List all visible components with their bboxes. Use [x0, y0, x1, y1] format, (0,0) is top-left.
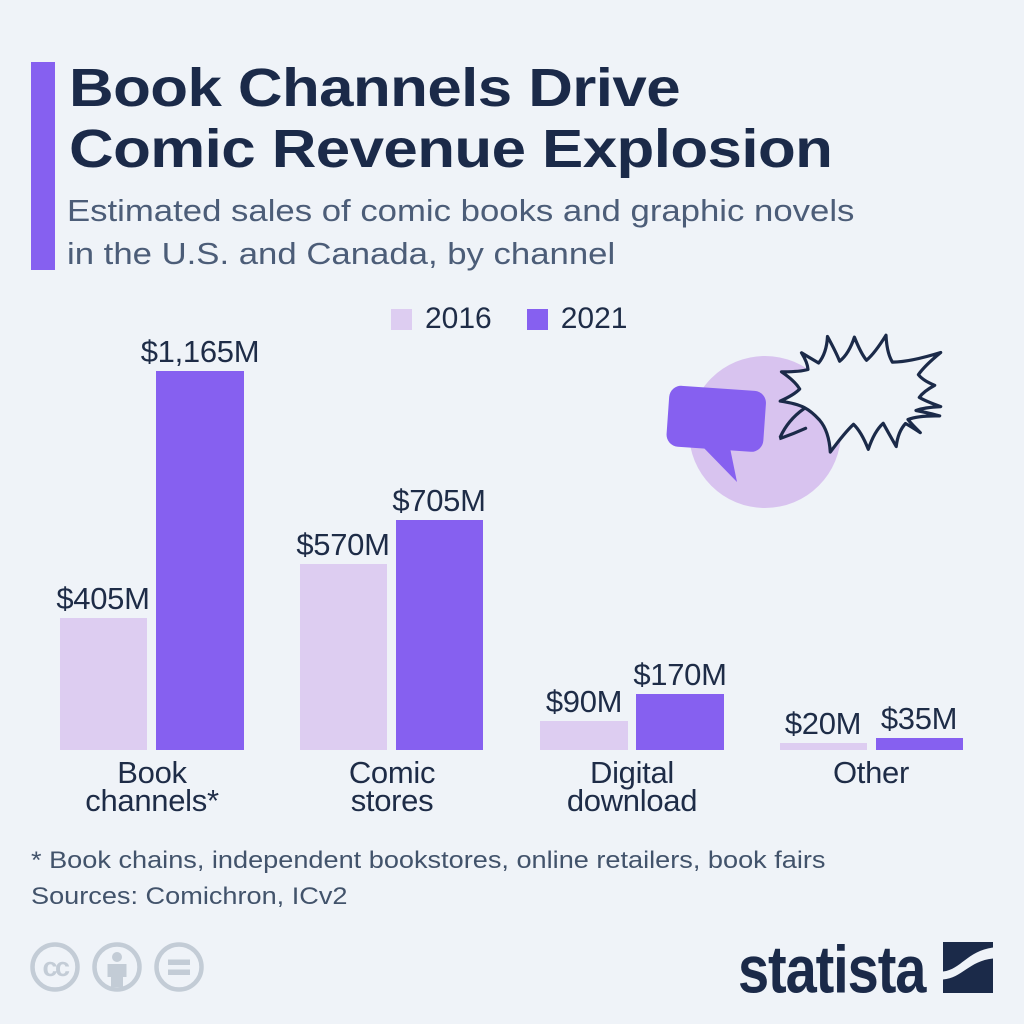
- svg-text:cc: cc: [42, 952, 70, 982]
